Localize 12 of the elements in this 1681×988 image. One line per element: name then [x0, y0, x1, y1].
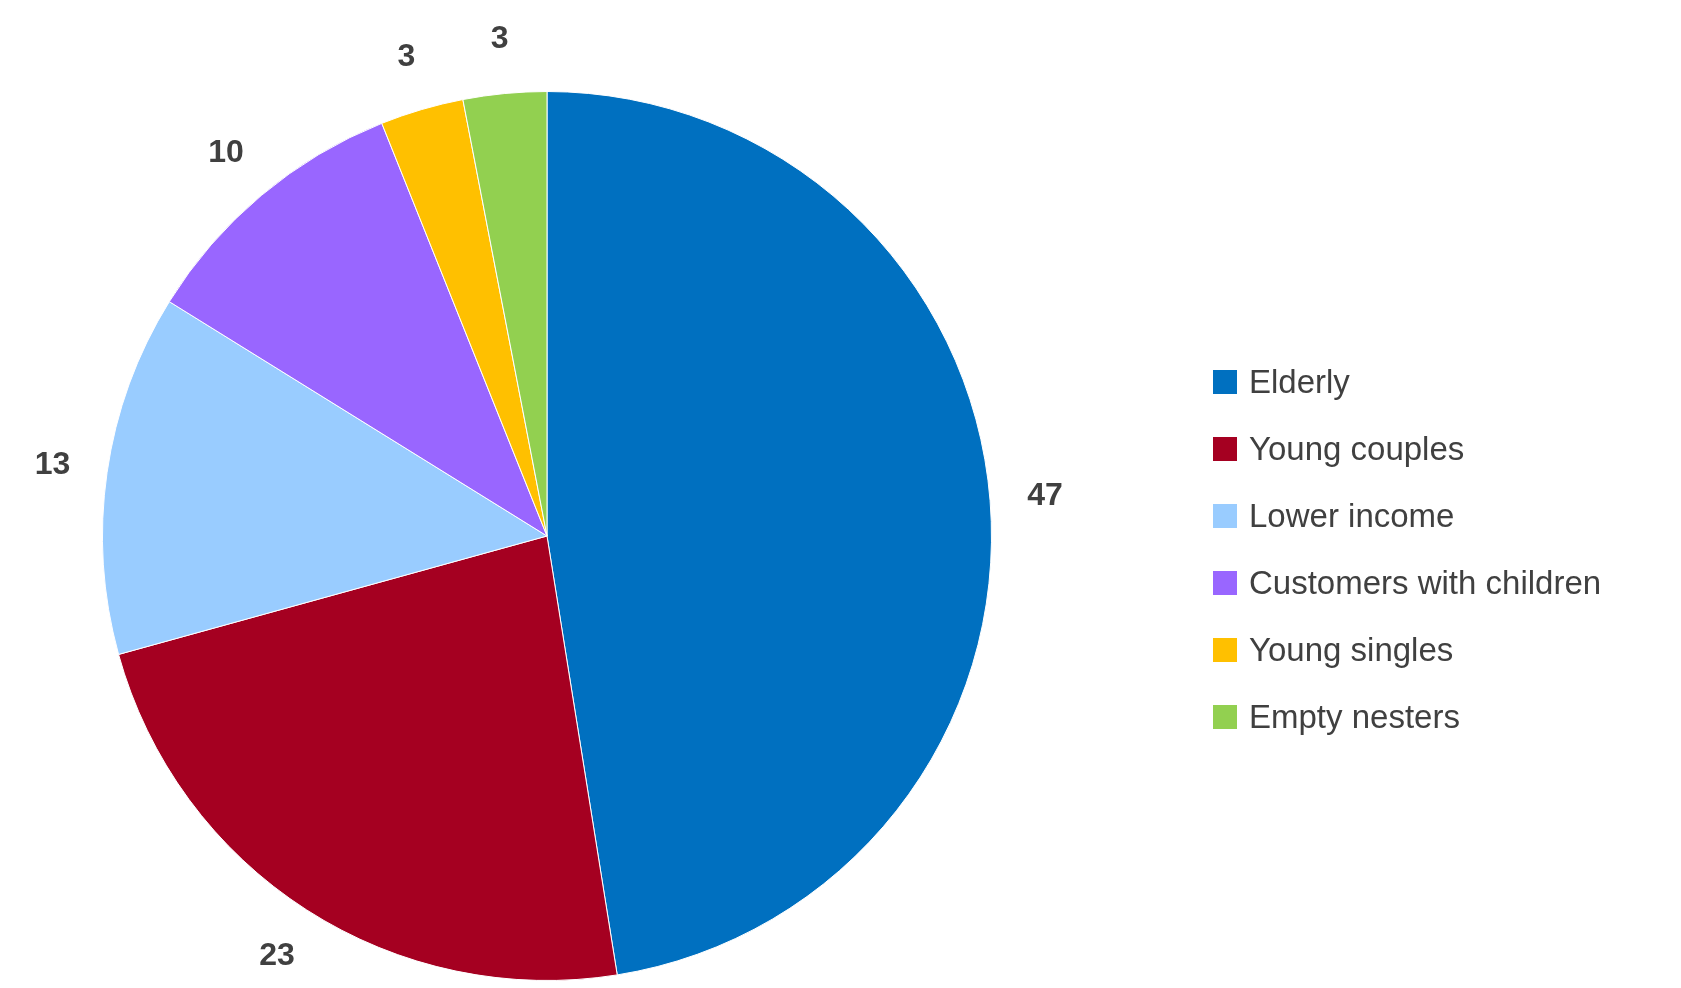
- legend-label: Young couples: [1249, 429, 1465, 468]
- data-label: 10: [208, 133, 244, 170]
- legend-label: Elderly: [1249, 362, 1350, 401]
- data-label: 3: [490, 18, 509, 55]
- data-label: 3: [397, 36, 416, 73]
- legend-label: Empty nesters: [1249, 697, 1460, 736]
- data-label: 47: [1027, 476, 1063, 513]
- data-label: 13: [34, 444, 71, 481]
- data-label: 23: [259, 936, 295, 973]
- legend-label: Lower income: [1249, 496, 1455, 535]
- legend-label: Young singles: [1249, 630, 1454, 669]
- legend-label: Customers with children: [1249, 563, 1602, 602]
